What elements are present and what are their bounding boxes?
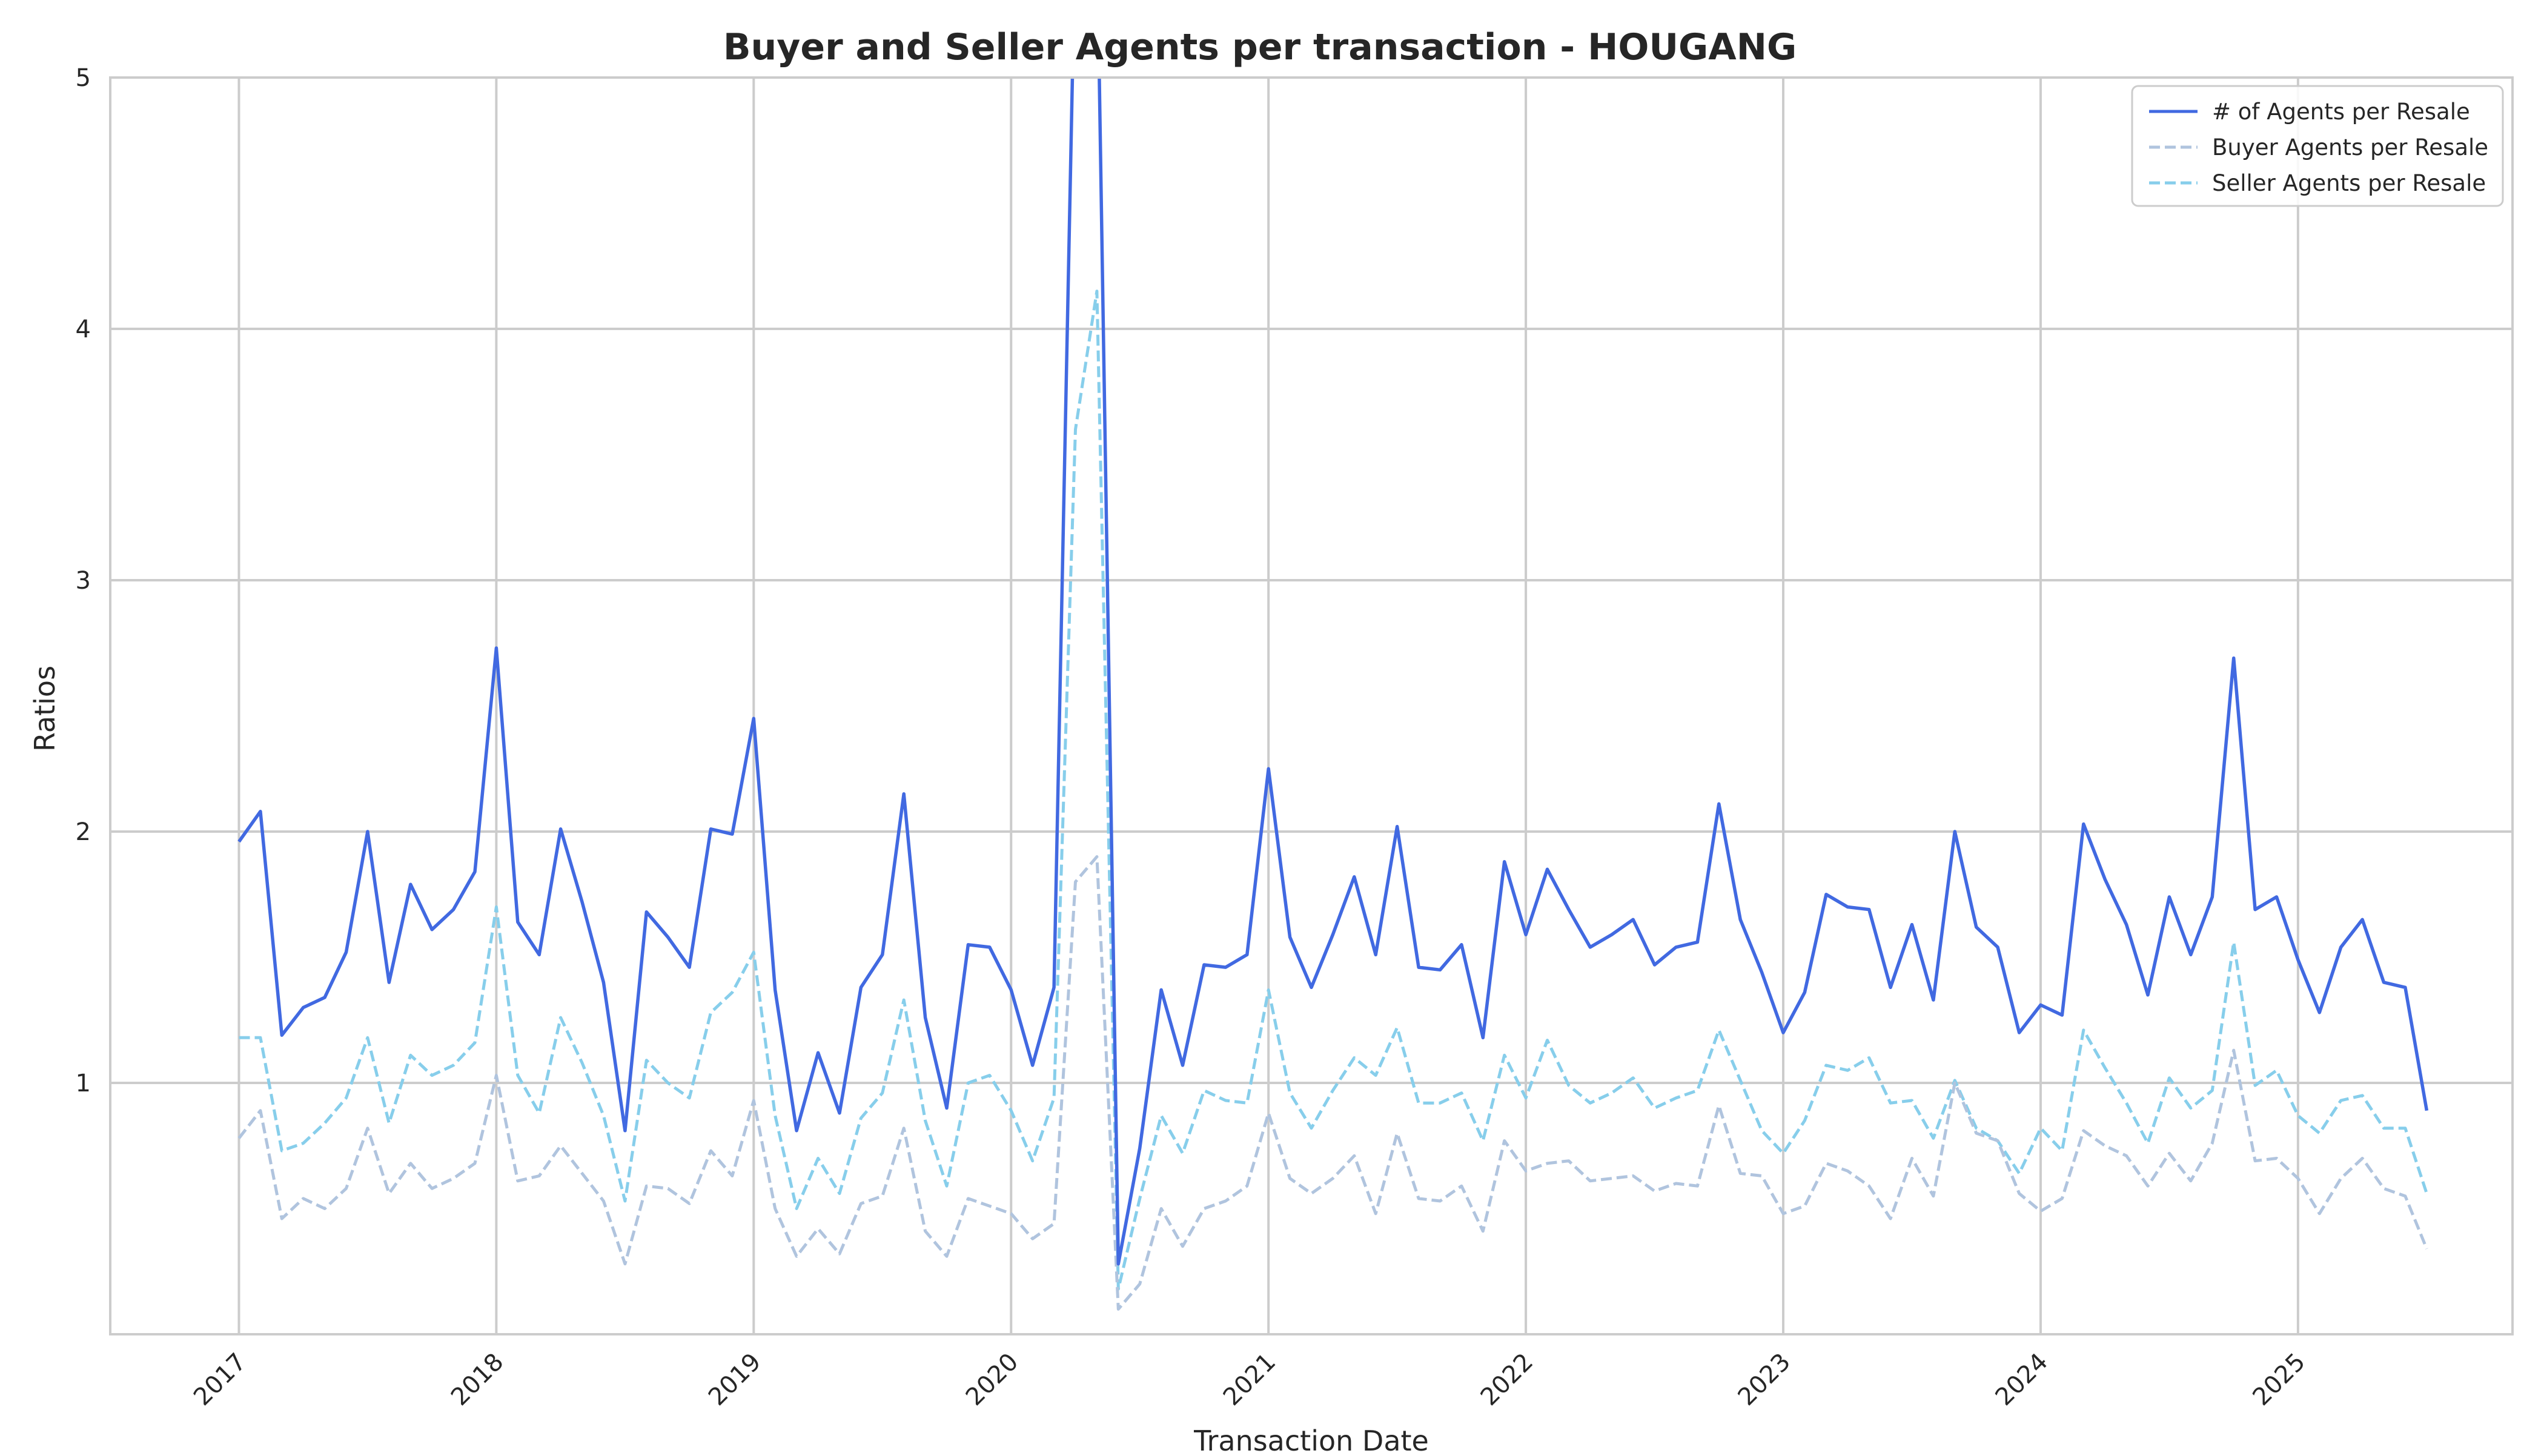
x-tick-label: 2023 — [1733, 1348, 1797, 1412]
x-axis-label: Transaction Date — [1193, 1425, 1429, 1454]
x-tick-label: 2018 — [446, 1348, 509, 1412]
legend-label: Buyer Agents per Resale — [2212, 134, 2488, 160]
series-line-2 — [239, 290, 2428, 1291]
y-tick-label: 1 — [76, 1070, 91, 1097]
legend-box — [2131, 85, 2504, 207]
y-tick-label: 4 — [76, 316, 91, 343]
chart-title: Buyer and Seller Agents per transaction … — [723, 26, 1797, 68]
x-tick-label: 2020 — [961, 1348, 1024, 1412]
y-axis-label: Ratios — [28, 666, 61, 752]
legend: # of Agents per Resale Buyer Agents per R… — [2131, 85, 2504, 207]
plot-frame — [109, 76, 2514, 1335]
tick-labels: 2017 2018 2019 2020 2021 2022 2023 2024 2025 1 2 3 4… — [76, 64, 2311, 1411]
x-tick-label: 2021 — [1218, 1348, 1282, 1412]
y-tick-label: 5 — [76, 64, 91, 92]
y-tick-label: 2 — [76, 818, 91, 846]
y-tick-label: 3 — [76, 567, 91, 595]
legend-label: Seller Agents per Resale — [2212, 170, 2486, 196]
x-tick-label: 2022 — [1476, 1348, 1539, 1412]
series-lines — [237, 78, 2429, 1311]
x-tick-label: 2025 — [2247, 1348, 2311, 1412]
legend-label: # of Agents per Resale — [2212, 99, 2470, 125]
series-line-0 — [237, 78, 2429, 1266]
x-tick-label: 2017 — [188, 1348, 252, 1412]
series-line-1 — [237, 855, 2428, 1311]
x-tick-label: 2024 — [1990, 1348, 2054, 1412]
x-tick-label: 2019 — [703, 1348, 767, 1412]
grid — [110, 76, 2513, 1334]
